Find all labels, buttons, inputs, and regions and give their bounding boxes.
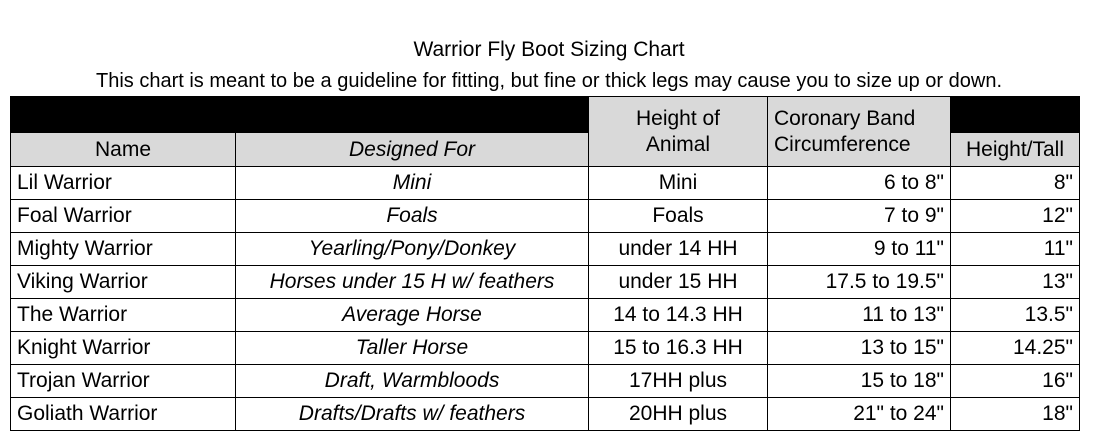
page-title: Warrior Fly Boot Sizing Chart [413,38,685,61]
header-text-line: Circumference [774,132,911,156]
header-black-band-left [10,96,589,133]
table-row: Goliath Warrior Drafts/Drafts w/ feather… [10,397,1080,431]
header-black-band-right [950,96,1080,133]
cell-name: Foal Warrior [10,199,236,233]
col-header-designed-for: Designed For [235,132,589,167]
cell-name: Knight Warrior [10,331,236,365]
cell-height-of-animal: 14 to 14.3 HH [588,298,768,332]
cell-designed-for: Foals [235,199,589,233]
header-label-row: Name Designed For Height/Tall [10,132,1080,167]
cell-name: Goliath Warrior [10,397,236,431]
header-band-row: Height of Animal Coronary Band Circumfer… [10,96,1080,167]
cell-height-of-animal: under 14 HH [588,232,768,266]
table-row: The Warrior Average Horse 14 to 14.3 HH … [10,298,1080,332]
cell-coronary-band: 9 to 11" [767,232,951,266]
cell-designed-for: Average Horse [235,298,589,332]
col-header-coronary-band: Coronary Band Circumference [767,96,951,167]
cell-height-of-animal: 15 to 16.3 HH [588,331,768,365]
cell-height-of-animal: 20HH plus [588,397,768,431]
cell-height-tall: 12" [950,199,1080,233]
cell-coronary-band: 21" to 24" [767,397,951,431]
cell-height-tall: 14.25" [950,331,1080,365]
table-row: Knight Warrior Taller Horse 15 to 16.3 H… [10,331,1080,365]
cell-height-tall: 13" [950,265,1080,299]
cell-name: The Warrior [10,298,236,332]
cell-height-of-animal: Foals [588,199,768,233]
cell-height-tall: 11" [950,232,1080,266]
cell-height-of-animal: under 15 HH [588,265,768,299]
sizing-table: Height of Animal Coronary Band Circumfer… [10,96,1080,431]
cell-coronary-band: 6 to 8" [767,166,951,200]
header-text-line: Animal [645,132,711,156]
cell-name: Lil Warrior [10,166,236,200]
cell-designed-for: Horses under 15 H w/ feathers [235,265,589,299]
cell-coronary-band: 13 to 15" [767,331,951,365]
cell-name: Mighty Warrior [10,232,236,266]
col-header-height-of-animal: Height of Animal [588,96,768,167]
cell-designed-for: Taller Horse [235,331,589,365]
cell-designed-for: Drafts/Drafts w/ feathers [235,397,589,431]
cell-designed-for: Yearling/Pony/Donkey [235,232,589,266]
cell-designed-for: Draft, Warmbloods [235,364,589,398]
table-row: Trojan Warrior Draft, Warmbloods 17HH pl… [10,364,1080,398]
header-text-line: Height of [635,106,721,130]
table-row: Foal Warrior Foals Foals 7 to 9" 12" [10,199,1080,233]
cell-coronary-band: 7 to 9" [767,199,951,233]
table-row: Viking Warrior Horses under 15 H w/ feat… [10,265,1080,299]
page-subtitle: This chart is meant to be a guideline fo… [95,70,1003,92]
cell-coronary-band: 17.5 to 19.5" [767,265,951,299]
table-row: Lil Warrior Mini Mini 6 to 8" 8" [10,166,1080,200]
col-header-height-tall: Height/Tall [950,132,1080,167]
table-row: Mighty Warrior Yearling/Pony/Donkey unde… [10,232,1080,266]
cell-height-of-animal: Mini [588,166,768,200]
header-text-line: Coronary Band [774,106,916,130]
cell-height-tall: 16" [950,364,1080,398]
col-header-name: Name [10,132,236,167]
cell-designed-for: Mini [235,166,589,200]
cell-height-tall: 13.5" [950,298,1080,332]
cell-height-tall: 8" [950,166,1080,200]
cell-height-of-animal: 17HH plus [588,364,768,398]
cell-name: Trojan Warrior [10,364,236,398]
cell-height-tall: 18" [950,397,1080,431]
cell-coronary-band: 11 to 13" [767,298,951,332]
cell-name: Viking Warrior [10,265,236,299]
cell-coronary-band: 15 to 18" [767,364,951,398]
